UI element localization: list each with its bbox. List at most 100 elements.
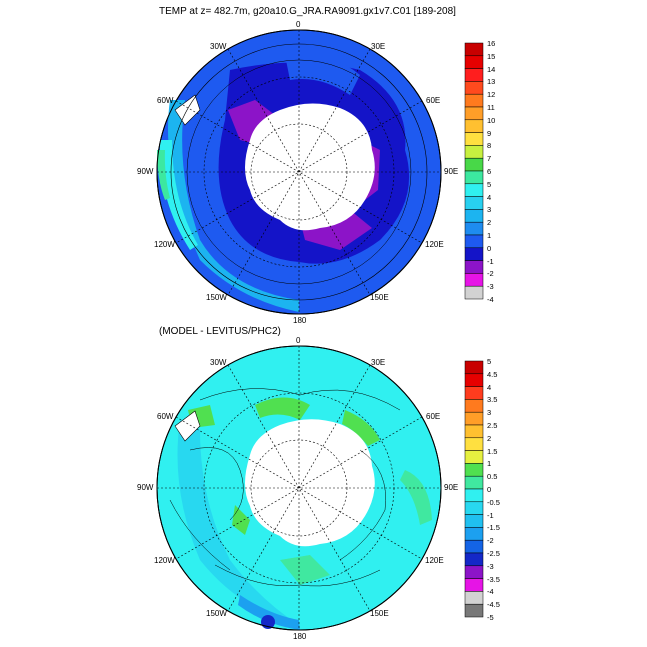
panel1-map: [156, 29, 442, 315]
panel2-colorbar-swatch: [464, 463, 484, 477]
p1-lon-30w: 30W: [210, 42, 227, 51]
panel1-colorbar-swatch: [464, 273, 484, 287]
panel1-colorbar-label: 0: [487, 243, 492, 253]
panel1-colorbar-label: 14: [487, 64, 496, 74]
panel2-colorbar-label: 4: [487, 382, 492, 392]
p1-lon-120e: 120E: [425, 240, 444, 249]
panel2-colorbar-swatch: [464, 527, 484, 541]
panel2-title: (MODEL - LEVITUS/PHC2): [159, 326, 281, 337]
panel1-colorbar-label: 13: [487, 77, 496, 87]
panel2-colorbar-swatch: [464, 437, 484, 451]
panel1-colorbar-label: 2: [487, 218, 492, 228]
panel2-colorbar-label: -5: [487, 613, 494, 622]
panel2-colorbar-label: -2.5: [487, 549, 500, 558]
panel1-colorbar-label: -2: [487, 269, 494, 279]
panel1-colorbar-swatch: [464, 81, 484, 95]
panel2-colorbar-label: -2: [487, 536, 494, 546]
panel2-colorbar-label: 4.5: [487, 369, 498, 379]
p1-lon-180: 180: [293, 316, 307, 325]
panel1-colorbar-label: 3: [487, 205, 492, 215]
panel2-colorbar-label: 0.5: [487, 472, 498, 482]
panel1-colorbar-swatch: [464, 234, 484, 249]
panel2-colorbar-label: 1: [487, 459, 492, 469]
panel1-colorbar-label: 15: [487, 51, 496, 61]
panel1-colorbar-label: 8: [487, 141, 492, 151]
panel1-colorbar-label: -1: [487, 256, 494, 266]
panel2-colorbar-swatch: [464, 411, 484, 426]
panel1-colorbar-swatch: [464, 247, 484, 261]
panel1-colorbar-swatch: [464, 132, 484, 146]
panel1-colorbar-label: 9: [487, 128, 492, 138]
panel2-colorbar-label: 2: [487, 433, 492, 443]
p2-lon-0: 0: [296, 336, 301, 345]
p2-lon-90e: 90E: [444, 483, 459, 492]
p2-lon-120w: 120W: [154, 556, 175, 565]
panel2-colorbar: [464, 360, 484, 618]
panel1-colorbar-label: -4: [487, 295, 494, 304]
p1-lon-90e: 90E: [444, 167, 459, 176]
panel1-colorbar-swatch: [464, 93, 484, 108]
panel1-colorbar-swatch: [464, 145, 484, 159]
panel1-colorbar-label: 1: [487, 231, 492, 240]
panel2-colorbar-label: 5: [487, 357, 492, 366]
panel2-colorbar-label: -1.5: [487, 523, 500, 533]
p1-lon-0: 0: [296, 20, 301, 29]
p2-lon-60w: 60W: [157, 412, 174, 421]
p2-lon-150e: 150E: [370, 609, 389, 618]
panel1-colorbar-swatch: [464, 106, 484, 121]
panel1-colorbar-swatch: [464, 196, 484, 210]
panel1-colorbar-label: -3: [487, 282, 494, 292]
panel2-colorbar-swatch: [464, 373, 484, 387]
panel2-colorbar-label: 0: [487, 485, 492, 494]
p1-lon-60w: 60W: [157, 96, 174, 105]
panel2-colorbar-swatch: [464, 399, 484, 413]
panel2-colorbar-label: -1: [487, 510, 494, 520]
panel2-colorbar-swatch: [464, 475, 484, 490]
panel1-colorbar-swatch: [464, 55, 484, 69]
panel2-colorbar-swatch: [464, 565, 484, 579]
panel2-colorbar-swatch: [464, 360, 484, 375]
panel1-colorbar-label: 5: [487, 179, 492, 189]
p1-lon-150w: 150W: [206, 293, 227, 302]
panel2-colorbar-swatch: [464, 552, 484, 567]
panel2-colorbar-label: -0.5: [487, 497, 500, 507]
panel2-colorbar-swatch: [464, 501, 484, 515]
p2-lon-120e: 120E: [425, 556, 444, 565]
panel1-colorbar-swatch: [464, 68, 484, 82]
p1-lon-90w: 90W: [137, 167, 154, 176]
panel2-colorbar-swatch: [464, 450, 484, 464]
p1-lon-60e: 60E: [426, 96, 441, 105]
panel1-colorbar-swatch: [464, 157, 484, 172]
p1-lon-30e: 30E: [371, 42, 386, 51]
panel1-colorbar-label: 4: [487, 192, 492, 202]
panel2-colorbar-label: 1.5: [487, 446, 498, 456]
p2-lon-30e: 30E: [371, 358, 386, 367]
panel2-colorbar-swatch: [464, 386, 484, 400]
panel1-colorbar: [464, 42, 484, 300]
panel1-colorbar-label: 12: [487, 90, 496, 100]
panel1-colorbar-label: 7: [487, 154, 492, 164]
panel2-map: [156, 345, 442, 631]
panel2-colorbar-swatch: [464, 603, 484, 618]
panel2-colorbar-label: -4: [487, 587, 494, 597]
panel2-colorbar-swatch: [464, 591, 484, 605]
panel2-colorbar-label: 3: [487, 408, 492, 418]
panel1-colorbar-label: 6: [487, 167, 492, 176]
p1-lon-150e: 150E: [370, 293, 389, 302]
panel1-colorbar-swatch: [464, 209, 484, 223]
panel2-colorbar-label: -4.5: [487, 600, 500, 610]
p2-lon-180: 180: [293, 632, 307, 641]
panel2-colorbar-label: 2.5: [487, 421, 498, 430]
panel1-colorbar-swatch: [464, 119, 484, 133]
panel1-colorbar-swatch: [464, 170, 484, 185]
panel2-colorbar-label: 3.5: [487, 395, 498, 405]
panel1-colorbar-swatch: [464, 42, 484, 57]
panel2-colorbar-label: -3.5: [487, 574, 500, 584]
p1-lon-120w: 120W: [154, 240, 175, 249]
panel1-colorbar-label: 10: [487, 115, 496, 125]
panel1-colorbar-swatch: [464, 221, 484, 236]
panel1-colorbar-swatch: [464, 260, 484, 274]
p2-lon-90w: 90W: [137, 483, 154, 492]
panel1-colorbar-swatch: [464, 285, 484, 300]
